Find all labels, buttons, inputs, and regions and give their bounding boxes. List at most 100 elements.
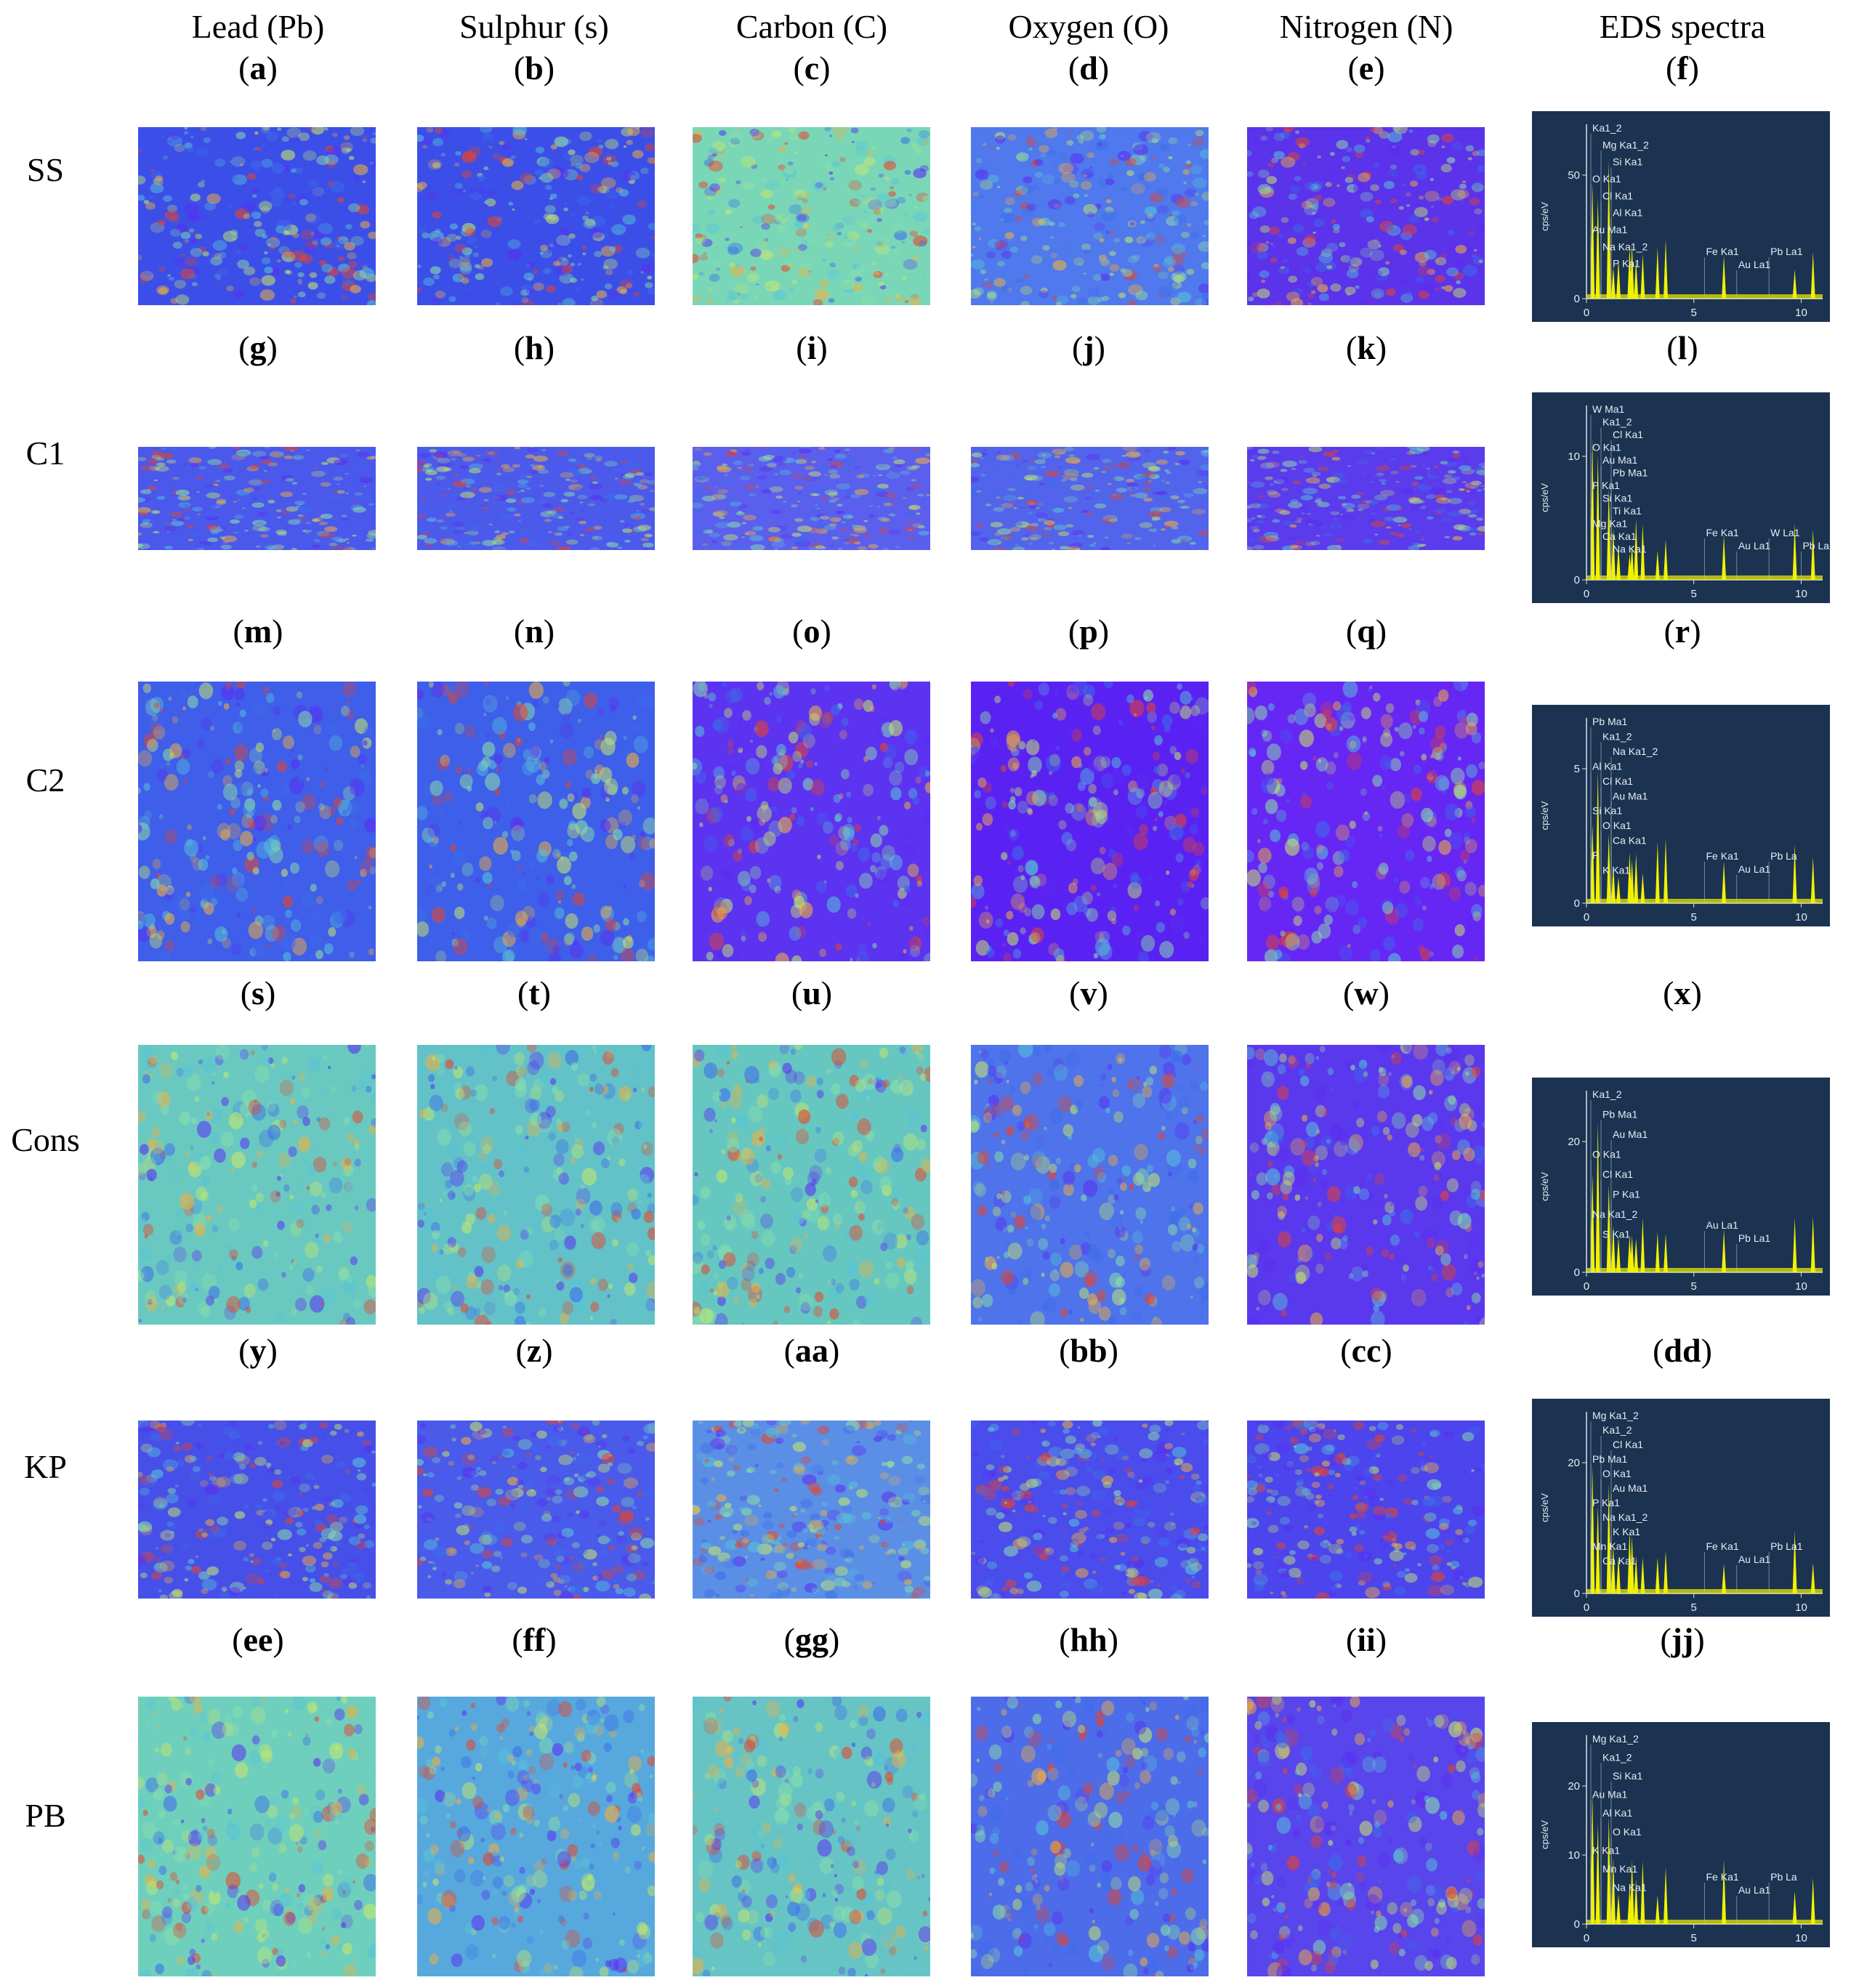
peak-label: Si Ka1 — [1613, 156, 1642, 168]
y-tick-label: 10 — [1568, 1849, 1580, 1862]
peak-label: Si Ka1 — [1602, 493, 1632, 504]
panel-label: (w) — [1343, 974, 1390, 1011]
eds-spectrum: 0 5 10 0 10 cps/eV W Ma1 Ka1_2 Cl Ka1 O Ka1 Au Ma1… — [1532, 392, 1830, 603]
element-map — [1247, 1045, 1485, 1325]
element-map — [138, 447, 376, 550]
column-header: Oxygen (O) — [1008, 8, 1169, 45]
eds-spectrum: 0 5 10 0 20 cps/eV Ka1_2 Pb Ma1 Au Ma1 O Ka1 Cl Ka… — [1532, 1078, 1830, 1296]
peak-label: Al Ka1 — [1613, 207, 1642, 219]
panel-label: (ee) — [232, 1621, 284, 1658]
y-axis-label: cps/eV — [1539, 801, 1550, 830]
panel-label: (p) — [1068, 613, 1110, 650]
panel-label: (cc) — [1340, 1332, 1392, 1369]
peak-label: Na Ka1 — [1613, 544, 1647, 555]
element-map — [693, 127, 930, 305]
x-tick-label: 5 — [1691, 1601, 1697, 1614]
element-map — [693, 1045, 930, 1325]
panel-label: (m) — [233, 613, 283, 650]
panel-label: (a) — [238, 49, 278, 86]
peak-label: Mg Ka1_2 — [1592, 1410, 1639, 1421]
column-header: EDS spectra — [1599, 8, 1766, 45]
eds-spectrum: 0 5 10 0 20 cps/eV Mg Ka1_2 Ka1_2 Cl Ka1 Pb Ma1 O … — [1532, 1399, 1830, 1617]
panel-label: (f) — [1666, 49, 1699, 86]
y-tick-label: 0 — [1574, 1588, 1580, 1600]
panel-label: (e) — [1347, 49, 1385, 86]
panel-label: (h) — [513, 329, 555, 366]
peak-label: Au La1 — [1738, 1553, 1771, 1565]
peak-label: Au Ma1 — [1592, 1789, 1627, 1801]
row-label: C2 — [25, 761, 65, 799]
peak-label: Cl Ka1 — [1602, 775, 1633, 787]
element-map — [1247, 1421, 1485, 1599]
y-tick-label: 20 — [1568, 1780, 1580, 1793]
peak-label: Au Ma1 — [1592, 224, 1627, 235]
peak-label: Pb La — [1770, 1871, 1797, 1883]
y-axis-label: cps/eV — [1539, 1172, 1550, 1201]
peak-label: Na Ka1_2 — [1602, 241, 1648, 252]
peak-label: Pb La1 — [1738, 1232, 1771, 1244]
peak-label: Pb Ma1 — [1613, 467, 1648, 479]
peak-label: K Ka1 — [1602, 865, 1630, 876]
peak-label: Fe Ka1 — [1706, 1871, 1739, 1883]
peak-label: Au La1 — [1738, 259, 1771, 270]
peak-label: Ka1_2 — [1602, 1424, 1632, 1436]
element-map — [971, 1697, 1209, 1976]
x-tick-label: 5 — [1691, 307, 1697, 319]
peak-label: Cl Ka1 — [1602, 1168, 1633, 1180]
peak-label: Pb La1 — [1770, 246, 1803, 257]
y-tick-label: 0 — [1574, 1266, 1580, 1279]
panel-label: (hh) — [1059, 1621, 1118, 1658]
peak-label: Fe Ka1 — [1706, 850, 1739, 862]
peak-label: Ca Ka1 — [1613, 835, 1647, 846]
peak-label: Na Ka1_2 — [1613, 746, 1658, 757]
x-tick-label: 10 — [1795, 1280, 1807, 1293]
y-tick-label: 20 — [1568, 1136, 1580, 1148]
peak-label: P — [1592, 849, 1599, 861]
panel-label: (gg) — [783, 1621, 840, 1658]
element-map — [138, 682, 376, 961]
y-axis-label: cps/eV — [1539, 1820, 1550, 1849]
x-tick-label: 0 — [1584, 911, 1589, 924]
y-axis-label: cps/eV — [1539, 1493, 1550, 1522]
peak-label: P Ka1 — [1613, 258, 1640, 270]
peak-label: Pb Ma1 — [1592, 1453, 1627, 1465]
peak-label: S Ka1 — [1602, 1229, 1630, 1240]
peak-label: Ca Ka1 — [1602, 1555, 1637, 1567]
y-tick-label: 0 — [1574, 574, 1580, 586]
row-label: C1 — [25, 435, 65, 472]
peak-label: W La1 — [1770, 527, 1800, 538]
panel-label: (i) — [796, 329, 828, 366]
x-tick-label: 10 — [1795, 1601, 1807, 1614]
panel-label: (v) — [1069, 974, 1108, 1011]
element-map — [1247, 447, 1485, 550]
x-tick-label: 10 — [1795, 307, 1807, 319]
column-header: Carbon (C) — [735, 8, 888, 45]
peak-label: Au Ma1 — [1602, 454, 1637, 466]
peak-label: Mg Ka1_2 — [1602, 139, 1649, 150]
eds-spectrum: 0 5 10 0 10 20 cps/eV Mg Ka1_2 Ka1_2 Si Ka1 Au Ma1… — [1532, 1722, 1830, 1947]
element-map — [138, 127, 376, 305]
panel-label: (c) — [793, 49, 831, 86]
peak-label: K Ka1 — [1613, 1526, 1640, 1538]
element-map — [417, 127, 655, 305]
panel-label: (d) — [1068, 49, 1110, 86]
peak-label: Au La1 — [1738, 1884, 1771, 1896]
panel-label: (ff) — [512, 1621, 557, 1658]
peak-label: Au Ma1 — [1613, 1482, 1648, 1494]
panel-label: (y) — [238, 1332, 278, 1369]
x-tick-label: 5 — [1691, 588, 1697, 600]
peak-label: Fe Ka1 — [1706, 527, 1739, 538]
peak-label: O Ka1 — [1613, 1826, 1642, 1838]
y-tick-label: 5 — [1574, 763, 1580, 775]
peak-label: K Ka1 — [1592, 1844, 1620, 1856]
x-tick-label: 10 — [1795, 911, 1807, 924]
peak-label: Pb La1 — [1770, 1540, 1803, 1552]
peak-label: Pb La1 — [1802, 540, 1830, 551]
y-tick-label: 0 — [1574, 897, 1580, 910]
peak-label: Na Ka1_2 — [1592, 1208, 1637, 1220]
y-tick-label: 20 — [1568, 1457, 1580, 1469]
x-tick-label: 10 — [1795, 1932, 1807, 1944]
peak-label: O Ka1 — [1602, 1468, 1632, 1479]
peak-label: Fe Ka1 — [1706, 1540, 1739, 1552]
peak-label: O Ka1 — [1592, 1149, 1621, 1160]
